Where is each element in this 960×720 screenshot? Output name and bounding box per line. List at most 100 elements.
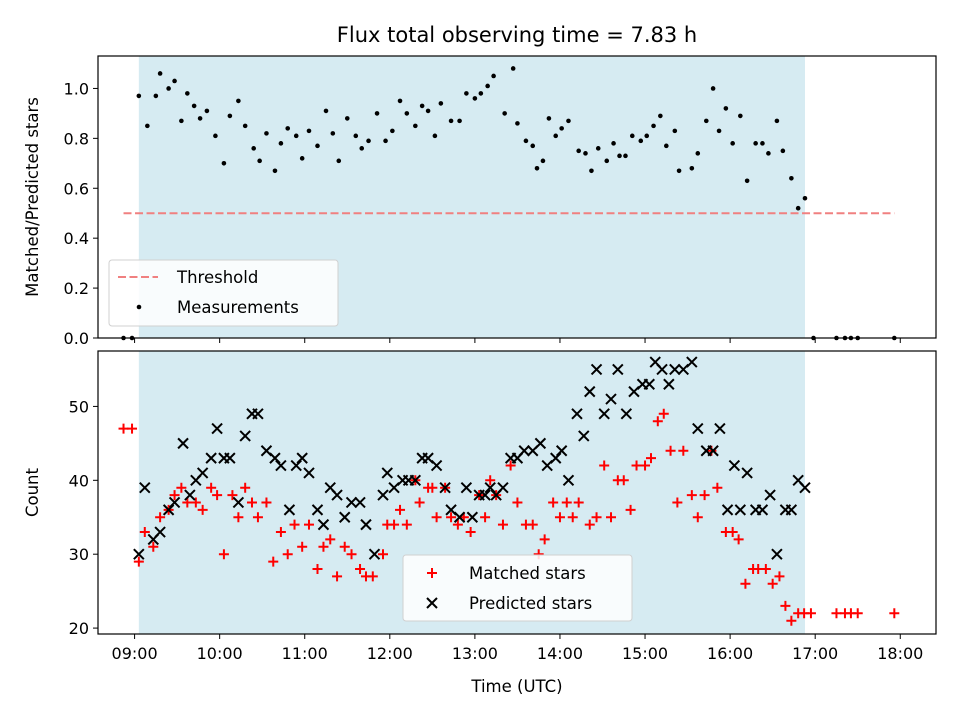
measurement-point (264, 131, 269, 136)
measurement-point (285, 126, 291, 131)
matched-star-point (289, 519, 300, 530)
predicted-star-point (605, 393, 617, 405)
predicted-star-point (211, 422, 223, 435)
chart-title: Flux total observing time = 7.83 h (337, 23, 697, 47)
matched-star-point (485, 475, 496, 486)
y-tick-label: 50 (69, 397, 89, 416)
predicted-star-point (224, 452, 236, 464)
measurement-point (242, 123, 248, 129)
legend-predicted-swatch (426, 597, 438, 609)
matched-star-point (246, 497, 257, 508)
measurement-point (703, 118, 709, 124)
predicted-star-point (555, 445, 568, 457)
measurement-point (760, 141, 765, 146)
matched-star-point (780, 600, 791, 611)
predicted-star-point (269, 452, 281, 464)
matched-star-point (389, 519, 400, 530)
matched-star-point (240, 482, 251, 493)
predicted-star-point (453, 511, 466, 523)
matched-star-point (252, 512, 263, 523)
predicted-star-point (368, 548, 381, 560)
matched-star-point (395, 504, 406, 515)
x-axis-label: Time (UTC) (470, 677, 562, 696)
predicted-star-point (296, 452, 308, 464)
y-tick-label: 30 (69, 545, 89, 564)
matched-star-point (268, 556, 279, 567)
x-tick-label: 15:00 (622, 644, 668, 663)
predicted-star-point (168, 496, 181, 509)
predicted-star-point (139, 481, 151, 494)
matched-star-point (760, 563, 771, 574)
matched-star-point (652, 416, 663, 427)
measurement-point (419, 103, 425, 109)
x-tick-label: 16:00 (707, 644, 753, 663)
matched-star-point (672, 497, 683, 508)
predicted-star-point (756, 504, 769, 516)
matched-star-point (774, 571, 785, 582)
matched-star-point (625, 504, 636, 515)
predicted-star-point (643, 378, 656, 390)
measurement-point (204, 108, 210, 114)
measurement-point (546, 116, 552, 121)
predicted-star-point (460, 481, 473, 494)
matched-star-point (692, 512, 703, 523)
measurement-point (272, 168, 278, 174)
measurement-point (744, 178, 750, 184)
measurement-point (227, 113, 233, 119)
measurement-point (795, 205, 801, 211)
matched-star-point (640, 460, 651, 471)
matched-star-point (665, 445, 676, 456)
measurement-point (502, 111, 507, 116)
measurement-point (330, 131, 336, 136)
measurement-point (576, 148, 581, 154)
matched-star-point (631, 460, 642, 471)
legend: Matched stars Predicted stars (402, 554, 633, 622)
predicted-star-point (239, 430, 251, 442)
predicted-star-point (771, 548, 783, 560)
measurement-point (638, 138, 644, 144)
matched-star-point (414, 497, 425, 508)
matched-star-point (699, 490, 710, 501)
measurement-point (730, 141, 735, 146)
x-tick-label: 18:00 (877, 644, 923, 663)
y-tick-label: 20 (69, 619, 89, 638)
x-tick-label: 14:00 (537, 644, 583, 663)
axes-frame (97, 55, 937, 339)
matched-star-point (452, 519, 463, 530)
matched-star-point (606, 512, 617, 523)
measurement-point (213, 133, 218, 139)
measurement-point (344, 116, 350, 121)
matched-star-point (312, 563, 323, 574)
measurement-point (658, 113, 663, 119)
measurement-point (390, 128, 395, 134)
measurement-point (689, 166, 695, 171)
measurement-point (672, 128, 678, 134)
matched-star-point (706, 445, 717, 456)
matched-star-point (218, 549, 229, 560)
matched-star-point (678, 445, 689, 456)
bottom-plot-panel: 20 30 40 50 09:00 10:00 11:00 12:00 13:00 14:00 15… (23, 350, 937, 696)
measurement-point (166, 86, 171, 91)
predicted-star-point (381, 467, 393, 479)
measurement-point (559, 126, 564, 131)
legend-box (108, 259, 339, 327)
measurement-point (157, 71, 163, 76)
measurement-point (306, 128, 312, 134)
matched-star-point (527, 519, 538, 530)
predicted-star-point (550, 452, 562, 464)
measurement-point (738, 113, 743, 119)
matched-star-point (591, 512, 602, 523)
predicted-star-point (590, 363, 603, 376)
measurement-point (299, 156, 305, 161)
measurement-point (278, 141, 284, 146)
predicted-star-point (497, 481, 509, 494)
matched-star-point (155, 512, 166, 523)
measurement-point (766, 151, 771, 156)
matched-star-point (740, 578, 751, 589)
predicted-star-point (620, 408, 633, 420)
measurement-point (432, 133, 438, 139)
measurement-point (716, 128, 722, 134)
y-tick-label: 1.0 (64, 79, 89, 98)
measurement-point (448, 118, 454, 124)
